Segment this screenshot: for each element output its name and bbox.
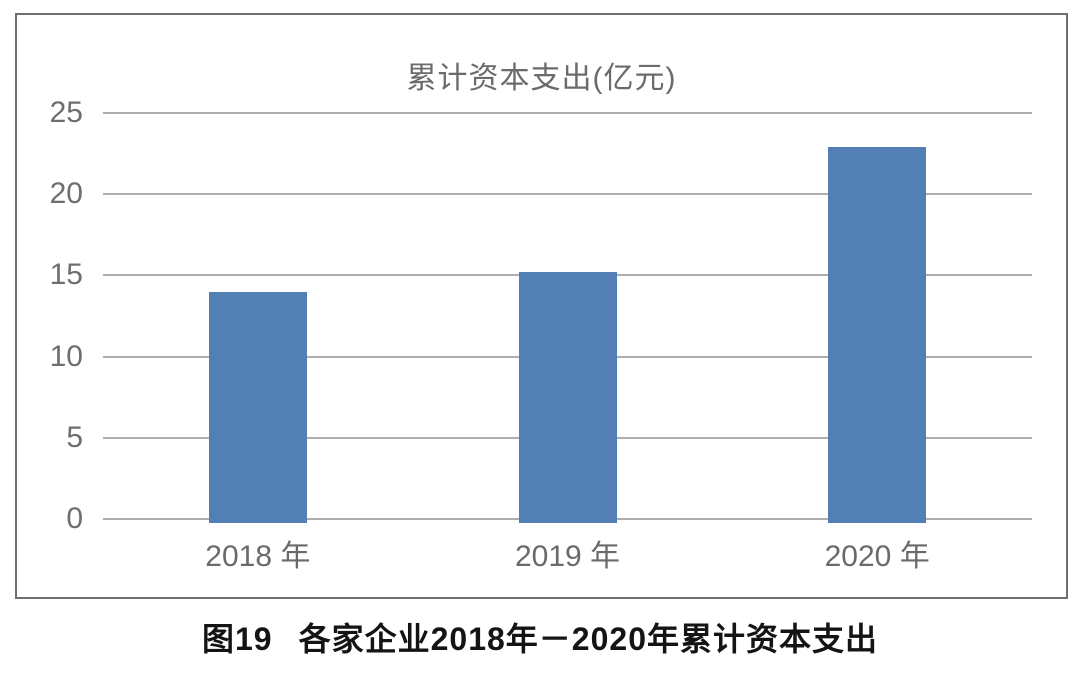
- y-axis-tick-label: 0: [66, 502, 83, 535]
- bar-2018年: [208, 291, 307, 523]
- x-axis-category-label: 2018 年: [205, 540, 311, 573]
- y-axis-tick-label: 10: [49, 339, 83, 373]
- figure-caption-text: 各家企业2018年－2020年累计资本支出: [298, 621, 878, 657]
- chart-frame: 累计资本支出(亿元) 0 5 10 15 20 25 2018 年 2019 年 2020 年: [15, 13, 1068, 599]
- chart-title: 累计资本支出(亿元): [406, 62, 677, 95]
- figure-caption: 图19 各家企业2018年－2020年累计资本支出: [0, 614, 1080, 660]
- y-axis-tick-label: 25: [49, 96, 83, 129]
- bar-2020年: [828, 147, 927, 523]
- bar-2019年: [518, 272, 617, 523]
- gridline: [103, 112, 1032, 114]
- y-axis-tick-label: 5: [66, 420, 83, 454]
- plot-area: 0 5 10 15 20 25 2018 年 2019 年 2020 年: [50, 96, 1032, 573]
- y-axis-tick-label: 15: [49, 258, 83, 292]
- x-axis-category-label: 2020 年: [824, 540, 930, 573]
- y-axis-tick-label: 20: [49, 177, 83, 211]
- x-axis-category-label: 2019 年: [514, 540, 621, 573]
- figure-number: 图19: [202, 621, 273, 657]
- gridline: [103, 193, 1032, 196]
